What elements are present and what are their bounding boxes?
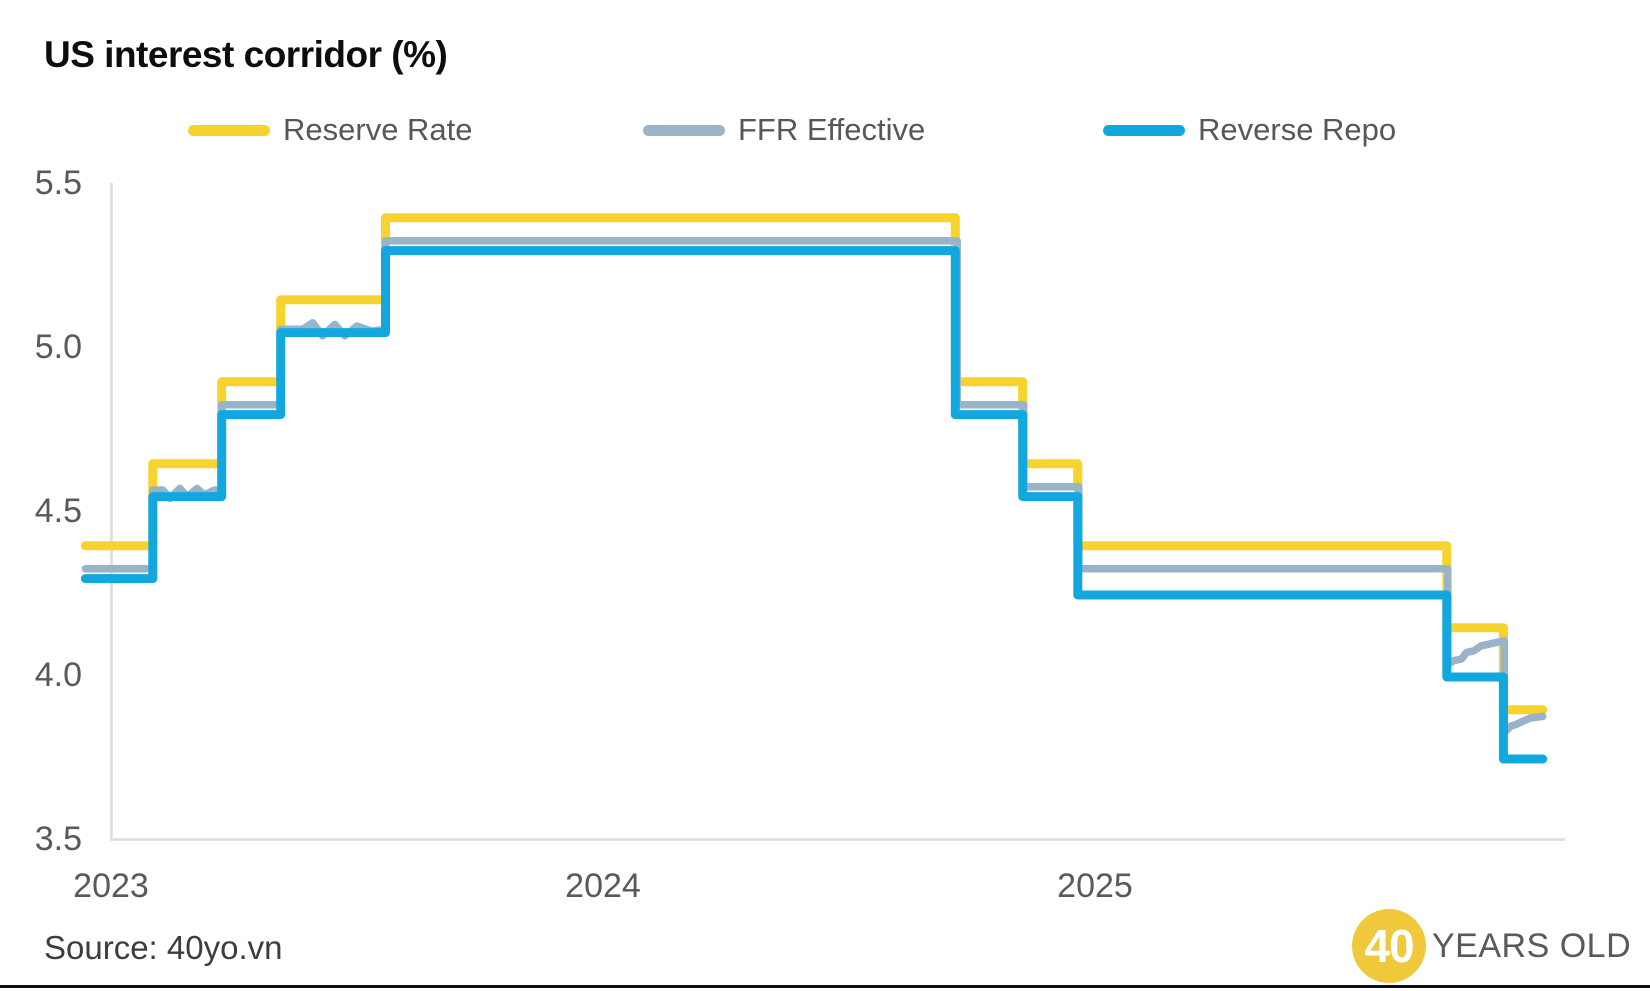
logo-circle-icon: 40 bbox=[1352, 909, 1426, 983]
reserve-rate-line bbox=[80, 213, 1548, 715]
legend-label-ffr-effective: FFR Effective bbox=[738, 112, 926, 147]
y-tick-5-5: 5.5 bbox=[34, 164, 82, 202]
legend: Reserve Rate FFR Effective Reverse Repo bbox=[0, 110, 1650, 150]
legend-label-reverse-repo: Reverse Repo bbox=[1198, 112, 1397, 147]
y-tick-4-0: 4.0 bbox=[34, 656, 82, 694]
legend-label-reserve-rate: Reserve Rate bbox=[283, 112, 473, 147]
reverse-repo-swatch-icon bbox=[1103, 124, 1185, 136]
y-tick-4-5: 4.5 bbox=[34, 492, 82, 530]
x-tick-2024: 2024 bbox=[565, 867, 641, 905]
reserve-rate-swatch-icon bbox=[188, 124, 270, 136]
ffr-effective-line bbox=[81, 237, 1547, 737]
logo: 40 YEARS OLD bbox=[1352, 908, 1631, 984]
source-text: Source: 40yo.vn bbox=[44, 929, 283, 966]
legend-item-reverse-repo: Reverse Repo bbox=[1103, 110, 1396, 150]
x-tick-2025: 2025 bbox=[1057, 867, 1133, 905]
ffr-effective-swatch-icon bbox=[643, 124, 725, 136]
reverse-repo-line bbox=[80, 246, 1548, 764]
logo-circle-text: 40 bbox=[1364, 920, 1414, 972]
legend-item-reserve-rate: Reserve Rate bbox=[188, 110, 473, 150]
y-tick-3-5: 3.5 bbox=[34, 820, 82, 858]
logo-suffix-text: YEARS OLD bbox=[1432, 926, 1632, 965]
y-tick-5-0: 5.0 bbox=[34, 328, 82, 366]
footer-bar bbox=[0, 985, 1650, 988]
chart-title: US interest corridor (%) bbox=[44, 34, 448, 75]
legend-item-ffr-effective: FFR Effective bbox=[643, 110, 925, 150]
x-tick-2023: 2023 bbox=[73, 867, 149, 905]
